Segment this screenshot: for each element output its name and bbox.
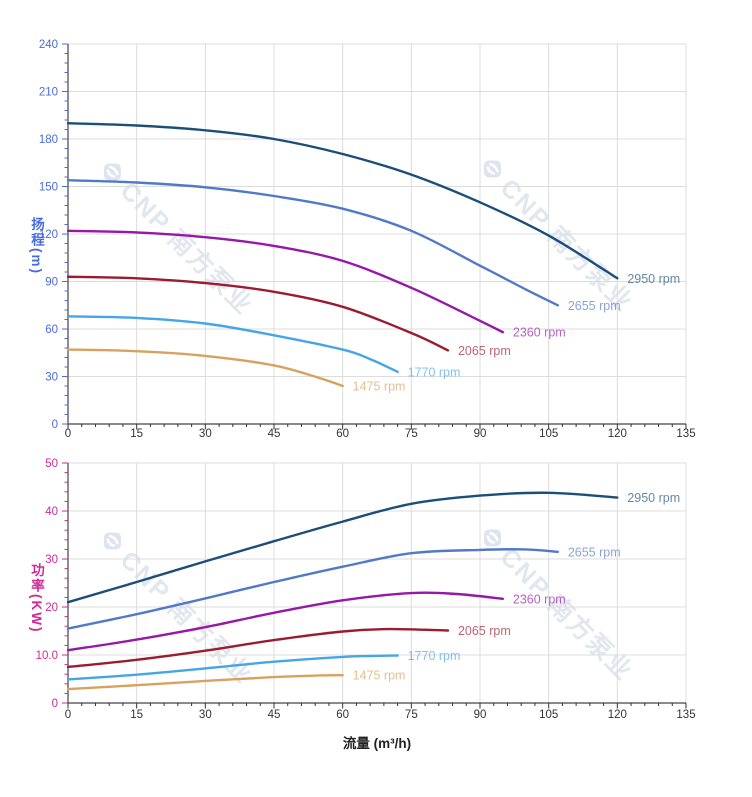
curve-1770-rpm (66, 654, 399, 681)
y-tick-label: 30 (45, 372, 58, 384)
curve-2065-rpm (66, 275, 450, 352)
x-tick-label: 90 (474, 709, 487, 721)
y-tick-label: 120 (39, 229, 58, 241)
x-tick-label: 75 (405, 428, 418, 440)
curve-label-2950-rpm: 2950 rpm (627, 272, 680, 286)
y-tick-label: 180 (39, 134, 58, 146)
curve-label-2360-rpm: 2360 rpm (513, 326, 566, 340)
x-tick-label: 120 (608, 709, 627, 721)
y-tick-label: 50 (45, 458, 58, 470)
y-tick-label: 150 (39, 182, 58, 194)
curve-1475-rpm (66, 348, 344, 388)
curve-label-1770-rpm: 1770 rpm (408, 649, 461, 663)
curve-label-2950-rpm: 2950 rpm (627, 491, 680, 505)
curve-label-1770-rpm: 1770 rpm (408, 365, 461, 379)
curve-1770-rpm (66, 315, 399, 373)
curve-label-2360-rpm: 2360 rpm (513, 592, 566, 606)
curve-2065-rpm (66, 627, 450, 669)
y-tick-label: 210 (39, 87, 58, 99)
curve-2950-rpm (66, 121, 619, 280)
x-tick-label: 120 (608, 428, 627, 440)
curve-label-2655-rpm: 2655 rpm (568, 299, 621, 313)
curve-2950-rpm (66, 491, 619, 604)
curve-label-2065-rpm: 2065 rpm (458, 624, 511, 638)
curve-2360-rpm (66, 229, 505, 334)
x-tick-label: 0 (65, 709, 71, 721)
y-tick-label: 30 (45, 554, 58, 566)
curve-label-1475-rpm: 1475 rpm (353, 380, 406, 394)
y-tick-label: 60 (45, 324, 58, 336)
x-tick-label: 90 (474, 428, 487, 440)
y-tick-label: 240 (39, 39, 58, 51)
x-tick-label: 0 (65, 428, 71, 440)
x-tick-label: 105 (539, 709, 558, 721)
head-axis-title: 扬程(m) (29, 217, 44, 275)
power-axis-title: 功率(KW) (29, 562, 44, 634)
curve-label-1475-rpm: 1475 rpm (353, 669, 406, 683)
x-tick-label: 105 (539, 428, 558, 440)
y-tick-label: 40 (45, 506, 58, 518)
y-tick-label: 90 (45, 277, 58, 289)
power-chart: 0 10.0 20 30 40 50 0 15 30 45 60 75 90 105 120 135 2950 … (36, 458, 696, 721)
y-tick-label: 10.0 (36, 650, 58, 662)
y-tick-label: 0 (52, 419, 58, 431)
curve-2360-rpm (66, 591, 505, 652)
x-tick-label: 30 (199, 709, 212, 721)
x-tick-label: 15 (130, 428, 143, 440)
y-tick-label: 20 (45, 602, 58, 614)
x-tick-label: 45 (268, 428, 281, 440)
x-tick-label: 60 (336, 709, 349, 721)
x-tick-label: 15 (130, 709, 143, 721)
flow-axis-title: 流量 (m³/h) (342, 736, 412, 751)
x-tick-label: 135 (676, 428, 695, 440)
curve-2655-rpm (66, 178, 559, 307)
curve-label-2655-rpm: 2655 rpm (568, 545, 621, 559)
x-tick-label: 75 (405, 709, 418, 721)
x-tick-label: 30 (199, 428, 212, 440)
x-tick-label: 45 (268, 709, 281, 721)
curve-1475-rpm (66, 673, 344, 691)
y-tick-label: 0 (52, 698, 58, 710)
head-chart: 0 30 60 90 120 150 180 210 240 0 15 30 45 60 75 90 105 12… (39, 39, 696, 440)
curve-2655-rpm (66, 548, 559, 630)
curve-label-2065-rpm: 2065 rpm (458, 344, 511, 358)
x-tick-label: 60 (336, 428, 349, 440)
x-tick-label: 135 (676, 709, 695, 721)
